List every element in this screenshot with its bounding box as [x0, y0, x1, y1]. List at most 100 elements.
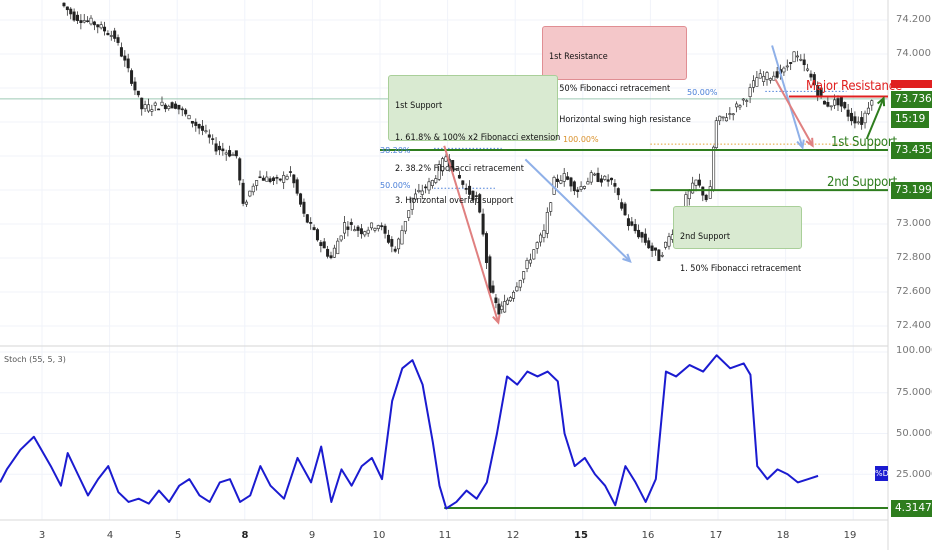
candle-body — [626, 218, 630, 227]
candle-body — [613, 183, 617, 187]
candle-body — [589, 172, 593, 183]
candle-body — [758, 73, 762, 79]
candle-body — [359, 228, 363, 235]
y-tick: 73.000 — [896, 218, 931, 229]
candle-body — [785, 65, 789, 68]
candle-body — [103, 26, 107, 32]
candle-body — [292, 174, 296, 184]
candle-body — [772, 75, 776, 81]
candle-body — [221, 148, 225, 152]
candle-body — [430, 180, 434, 186]
candle-body — [184, 109, 188, 115]
candle-body — [535, 242, 539, 249]
x-tick: 10 — [372, 530, 386, 541]
support2-note-line: 2nd Support — [680, 232, 731, 242]
support1-note-line: 3. Horizontal overlap support — [395, 195, 514, 206]
x-tick: 16 — [641, 530, 655, 541]
support1-note-line: 1. 61.8% & 100% x2 Fibonacci extension — [395, 132, 561, 143]
candle-body — [500, 305, 504, 310]
candle-body — [870, 100, 874, 106]
candle-body — [407, 210, 411, 218]
x-tick: 8 — [241, 530, 249, 541]
candle-body — [130, 70, 134, 84]
resistance-note-line: 1st Resistance — [549, 52, 608, 62]
candle-body — [403, 221, 407, 232]
candle-body — [657, 249, 661, 262]
candle-body — [735, 103, 739, 108]
candle-body — [616, 188, 620, 196]
candle-body — [217, 145, 221, 151]
candle-body — [417, 189, 421, 193]
candle-body — [140, 97, 144, 110]
candle-body — [454, 168, 458, 171]
candle-body — [174, 103, 178, 109]
candle-body — [315, 229, 319, 241]
countdown-tag: 15:19 — [891, 111, 930, 128]
candle-body — [143, 104, 147, 110]
candle-body — [244, 201, 248, 205]
candle-body — [664, 241, 668, 248]
bounce-arrow — [865, 97, 885, 140]
candle-body — [653, 247, 657, 251]
candle-body — [180, 108, 184, 111]
candle-body — [687, 190, 691, 200]
candle-body — [576, 189, 580, 192]
x-tick: 4 — [106, 530, 114, 541]
candle-body — [542, 230, 546, 238]
x-tick: 18 — [776, 530, 790, 541]
y-tick: 74.000 — [896, 48, 931, 59]
resistance-note-line: 1. 50% Fibonacci retracement — [549, 83, 671, 94]
candle-body — [272, 177, 276, 182]
candle-body — [62, 2, 66, 7]
support1-note[interactable]: 1st Support 1. 61.8% & 100% x2 Fibonacci… — [388, 75, 561, 206]
candle-body — [356, 226, 360, 231]
candle-body — [383, 225, 387, 234]
candle-body — [751, 80, 755, 88]
candle-body — [251, 185, 255, 193]
candle-body — [282, 175, 286, 183]
last-price-tag: 73.736 — [891, 91, 932, 108]
candle-body — [518, 280, 522, 288]
x-tick: 12 — [506, 530, 520, 541]
candle-body — [650, 245, 654, 251]
candle-body — [332, 247, 336, 258]
candle-body — [512, 291, 516, 299]
support2-note[interactable]: 2nd Support 1. 50% Fibonacci retracement — [673, 206, 802, 274]
candle-body — [839, 97, 843, 107]
candle-body — [809, 73, 813, 78]
candle-body — [231, 154, 235, 157]
major-resistance-tag — [891, 80, 932, 88]
candle-body — [768, 78, 772, 81]
candle-body — [630, 221, 634, 226]
candle-body — [82, 20, 86, 23]
candle-body — [349, 222, 353, 225]
candle-body — [329, 255, 333, 259]
extension-arrow-head — [622, 253, 632, 264]
candle-body — [123, 55, 127, 61]
candle-body — [545, 212, 549, 234]
x-tick: 11 — [438, 530, 452, 541]
candle-body — [305, 214, 309, 223]
candle-body — [714, 120, 718, 148]
x-tick: 17 — [709, 530, 723, 541]
candle-body — [481, 213, 485, 235]
candle-body — [163, 104, 167, 110]
candle-body — [822, 100, 826, 105]
first-support-label: 1st Support — [831, 135, 897, 150]
candle-body — [745, 100, 749, 102]
candle-body — [119, 47, 123, 57]
candle-body — [312, 227, 316, 231]
candle-body — [319, 242, 323, 246]
candle-body — [559, 180, 563, 184]
candle-body — [566, 176, 570, 180]
fib-100-label: 100.00% — [563, 135, 599, 144]
candle-body — [647, 240, 651, 249]
resistance-note[interactable]: 1st Resistance 1. 50% Fibonacci retracem… — [542, 26, 691, 125]
candle-body — [322, 241, 326, 249]
candle-body — [336, 240, 340, 255]
candle-body — [637, 229, 641, 238]
candle-body — [167, 105, 171, 110]
candle-body — [461, 180, 465, 185]
candle-body — [228, 150, 232, 157]
candle-body — [241, 182, 245, 204]
